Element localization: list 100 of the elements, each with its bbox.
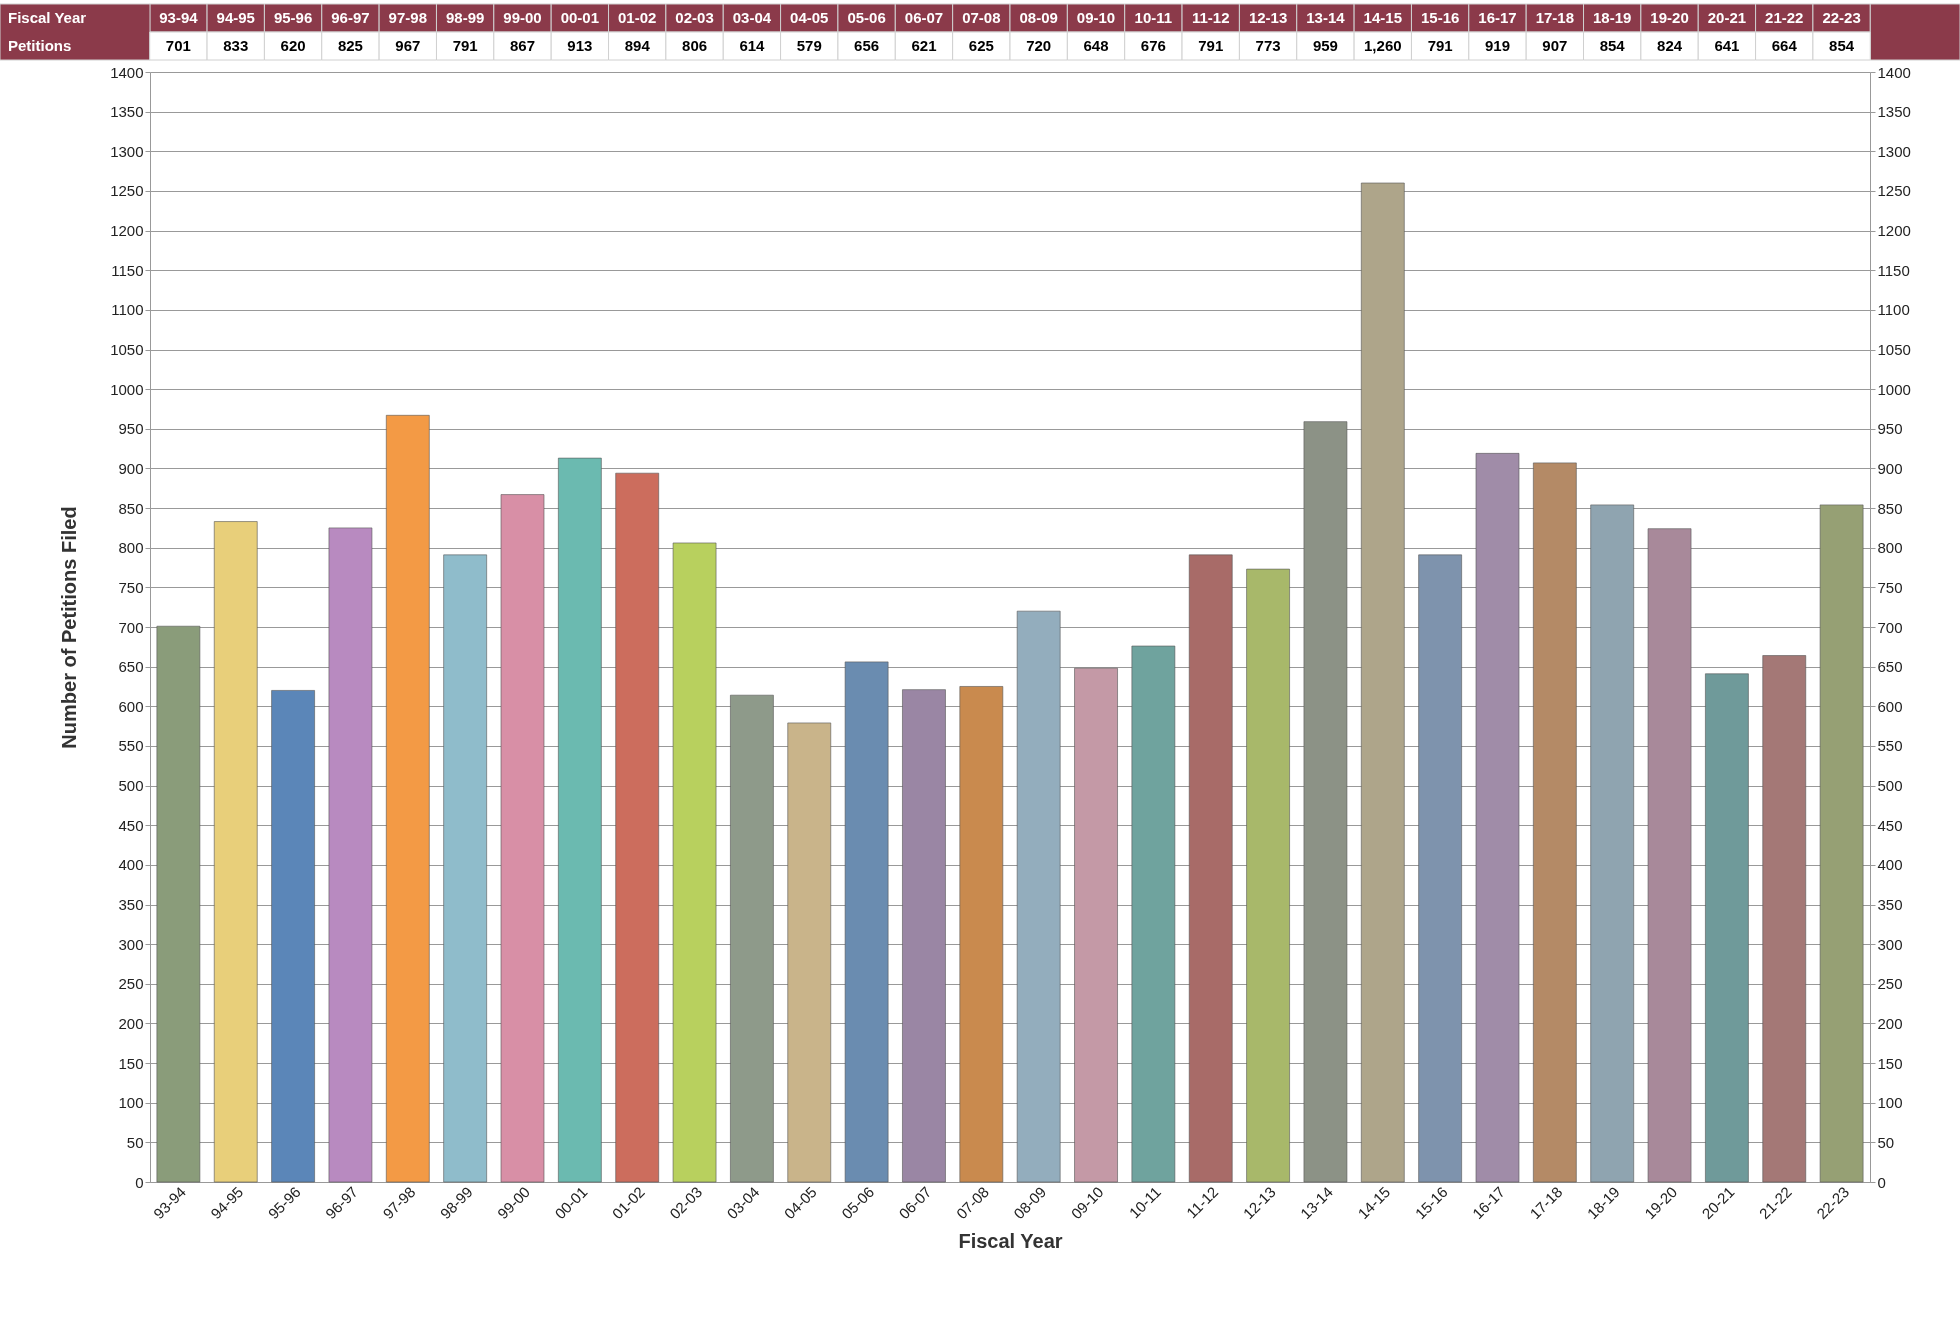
bar bbox=[1418, 554, 1462, 1183]
y2-tick-label: 250 bbox=[1877, 975, 1903, 993]
y2-tick-label: 1100 bbox=[1877, 301, 1910, 319]
category-label: 04-05 bbox=[790, 9, 829, 26]
data-label: 824 bbox=[1657, 37, 1683, 54]
y-tick-label: 50 bbox=[126, 1133, 144, 1151]
y-tick-label: 300 bbox=[118, 935, 144, 953]
bar bbox=[328, 527, 373, 1183]
data-label: 913 bbox=[567, 37, 593, 54]
category-label: 94-95 bbox=[216, 9, 255, 26]
category-label: 19-20 bbox=[1650, 9, 1689, 26]
bar bbox=[1246, 568, 1290, 1183]
data-label: 620 bbox=[280, 37, 306, 54]
y2-tick-label: 300 bbox=[1877, 935, 1903, 953]
category-label: 03-04 bbox=[732, 9, 772, 26]
bar bbox=[902, 689, 946, 1183]
bar bbox=[1303, 421, 1348, 1183]
y-tick-label: 1000 bbox=[110, 380, 144, 398]
y2-tick-label: 0 bbox=[1877, 1173, 1886, 1191]
data-label: 701 bbox=[165, 37, 191, 54]
category-label: 22-23 bbox=[1822, 9, 1861, 26]
category-label: 13-14 bbox=[1306, 9, 1345, 26]
data-label: 806 bbox=[682, 37, 708, 54]
category-label: 07-08 bbox=[962, 9, 1001, 26]
bar bbox=[844, 661, 889, 1183]
category-label: 06-07 bbox=[904, 9, 944, 26]
y2-tick-label: 850 bbox=[1877, 499, 1903, 517]
bar bbox=[1819, 504, 1864, 1183]
y2-tick-label: 650 bbox=[1877, 658, 1903, 676]
data-label: 791 bbox=[1427, 37, 1453, 54]
data-label: 621 bbox=[911, 37, 937, 54]
y2-tick-label: 1150 bbox=[1877, 261, 1910, 279]
category-label: 93-94 bbox=[159, 9, 198, 26]
y2-tick-label: 200 bbox=[1877, 1014, 1903, 1032]
data-label: 664 bbox=[1771, 37, 1798, 54]
bar bbox=[730, 694, 774, 1183]
bar bbox=[1475, 453, 1520, 1183]
data-label: 959 bbox=[1312, 37, 1338, 54]
y-tick-label: 1200 bbox=[110, 222, 144, 240]
y-tick-label: 950 bbox=[118, 420, 144, 438]
y-tick-label: 700 bbox=[118, 618, 144, 636]
y-tick-label: 600 bbox=[118, 697, 144, 715]
data-label: 867 bbox=[509, 37, 536, 54]
data-label: 656 bbox=[854, 37, 880, 54]
text: Petitions bbox=[8, 37, 72, 54]
y-tick-label: 400 bbox=[118, 856, 144, 874]
bar bbox=[558, 457, 602, 1183]
bar bbox=[1074, 667, 1118, 1183]
y2-tick-label: 450 bbox=[1877, 816, 1903, 834]
y-tick-label: 0 bbox=[135, 1173, 144, 1191]
category-label: 02-03 bbox=[675, 9, 714, 26]
y2-tick-label: 700 bbox=[1877, 618, 1903, 636]
category-label: 10-11 bbox=[1134, 9, 1173, 26]
y2-tick-label: 800 bbox=[1877, 539, 1903, 557]
category-label: 14-15 bbox=[1363, 9, 1402, 26]
y-tick-label: 750 bbox=[118, 578, 144, 596]
data-label: 825 bbox=[337, 37, 363, 54]
bar bbox=[271, 690, 315, 1183]
bar bbox=[385, 415, 430, 1183]
bar bbox=[615, 472, 660, 1183]
data-label: 854 bbox=[1599, 37, 1626, 54]
category-label: 17-18 bbox=[1535, 9, 1575, 26]
y-tick-label: 200 bbox=[118, 1014, 144, 1032]
y-tick-label: 250 bbox=[118, 975, 144, 993]
y2-tick-label: 50 bbox=[1877, 1133, 1895, 1151]
category-label: 11-12 bbox=[1191, 9, 1230, 26]
data-label: 791 bbox=[452, 37, 478, 54]
category-label: 00-01 bbox=[560, 9, 600, 26]
data-label: 773 bbox=[1255, 37, 1281, 54]
bar bbox=[443, 554, 487, 1183]
data-label: 641 bbox=[1714, 37, 1740, 54]
category-label: 12-13 bbox=[1248, 9, 1288, 26]
y2-tick-label: 150 bbox=[1877, 1054, 1903, 1072]
y-tick-label: 1400 bbox=[110, 63, 144, 81]
y-axis-title: Number of Petitions Filed bbox=[58, 506, 81, 749]
category-label: 99-00 bbox=[503, 9, 542, 26]
y2-tick-label: 100 bbox=[1877, 1094, 1903, 1112]
bar bbox=[1360, 182, 1405, 1183]
data-label: 720 bbox=[1026, 37, 1052, 54]
y-tick-label: 350 bbox=[118, 896, 144, 913]
y-tick-label: 1350 bbox=[110, 103, 144, 121]
bar bbox=[1762, 655, 1807, 1183]
bar bbox=[156, 625, 201, 1183]
y-tick-label: 1150 bbox=[111, 261, 144, 279]
x-axis-title: Fiscal Year bbox=[958, 1230, 1063, 1253]
y2-tick-label: 950 bbox=[1877, 420, 1903, 438]
data-label: 625 bbox=[968, 37, 994, 54]
text: Fiscal Year bbox=[8, 9, 87, 26]
category-label: 20-21 bbox=[1707, 9, 1747, 26]
data-label: 854 bbox=[1829, 37, 1855, 54]
data-label: 676 bbox=[1140, 37, 1166, 54]
y-tick-label: 650 bbox=[118, 658, 144, 676]
y2-tick-label: 900 bbox=[1877, 459, 1903, 477]
category-label: 97-98 bbox=[388, 9, 427, 26]
data-label: 907 bbox=[1542, 37, 1568, 54]
category-label: 18-19 bbox=[1593, 9, 1632, 26]
bar bbox=[500, 494, 545, 1183]
category-label: 16-17 bbox=[1478, 9, 1517, 26]
data-label: 648 bbox=[1083, 37, 1109, 54]
bar bbox=[1590, 504, 1635, 1183]
